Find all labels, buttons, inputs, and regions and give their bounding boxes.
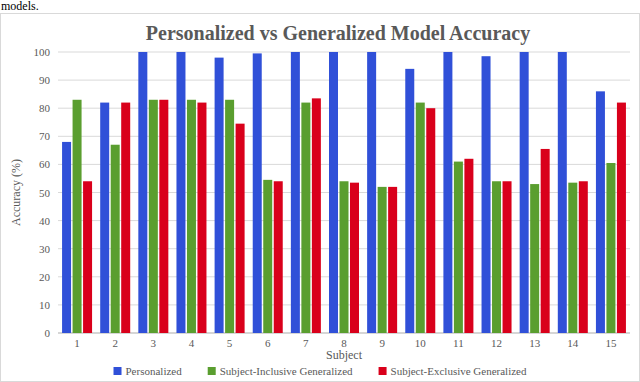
x-tick-label: 10 [415,337,427,349]
legend-label: Personalized [126,365,183,377]
bar [617,103,626,333]
y-tick-label: 10 [39,299,51,311]
x-axis-label: Subject [326,348,363,362]
bar [225,100,234,333]
bar [405,69,414,333]
legend-swatch [379,367,387,375]
x-tick-label: 4 [189,337,195,349]
bar [312,98,321,333]
bar [253,53,262,333]
bar [215,58,224,333]
bar [83,181,92,333]
y-tick-label: 20 [39,271,51,283]
bar [329,52,338,333]
x-tick-label: 1 [74,337,80,349]
bar [176,52,185,333]
x-tick-label: 9 [379,337,385,349]
x-tick-label: 2 [112,337,118,349]
legend-label: Subject-Exclusive Generalized [391,365,527,377]
page-text: models. [1,0,39,13]
y-tick-label: 90 [39,74,51,86]
y-tick-label: 50 [39,187,51,199]
bar [274,181,283,333]
bar [606,163,615,333]
bar [454,162,463,333]
chart-title: Personalized vs Generalized Model Accura… [146,22,530,45]
legend-swatch [208,367,216,375]
chart-frame [1,14,640,382]
x-tick-label: 3 [151,337,157,349]
x-tick-label: 5 [227,337,233,349]
bar [426,108,435,333]
y-tick-label: 60 [39,158,51,170]
bar [464,159,473,333]
x-tick-label: 7 [303,337,309,349]
bar [558,52,567,333]
x-tick-label: 15 [605,337,617,349]
bar [187,100,196,333]
bar [367,52,376,333]
bar [568,183,577,333]
bar [541,149,550,333]
bar [159,100,168,333]
bar [340,181,349,333]
bar [378,187,387,333]
x-tick-label: 6 [265,337,271,349]
y-tick-label: 30 [39,243,51,255]
legend-label: Subject-Inclusive Generalized [220,365,353,377]
bar [121,103,130,333]
bar [73,100,82,333]
bar [520,52,529,333]
bar [482,56,491,333]
y-tick-label: 0 [45,327,51,339]
legend-swatch [114,367,122,375]
bar [579,181,588,333]
x-tick-label: 14 [567,337,579,349]
bar [596,91,605,333]
bar [416,103,425,333]
bar [301,103,310,333]
bar [138,52,147,333]
bar [503,181,512,333]
bar [100,103,109,333]
y-tick-label: 80 [39,102,51,114]
y-tick-label: 100 [34,46,51,58]
chart-container: models. Personalized vs Generalized Model… [0,0,640,382]
bar [149,100,158,333]
legend: Personalized Subject-Inclusive Generalize… [114,365,527,377]
bar [291,52,300,333]
bars-group [62,52,626,333]
bar [388,187,397,333]
bar [530,184,539,333]
bar [350,183,359,333]
bar [443,52,452,333]
y-tick-label: 70 [39,130,51,142]
bar [62,142,71,333]
bar [197,103,206,333]
x-tick-label: 11 [453,337,464,349]
x-tick-label: 12 [491,337,502,349]
bar [111,145,120,333]
bar [263,180,272,333]
x-tick-label: 13 [529,337,541,349]
y-tick-label: 40 [39,215,51,227]
y-axis-label: Accuracy (%) [9,159,23,226]
bar [492,181,501,333]
chart-svg: models. Personalized vs Generalized Model… [0,0,640,382]
bar [236,124,245,333]
